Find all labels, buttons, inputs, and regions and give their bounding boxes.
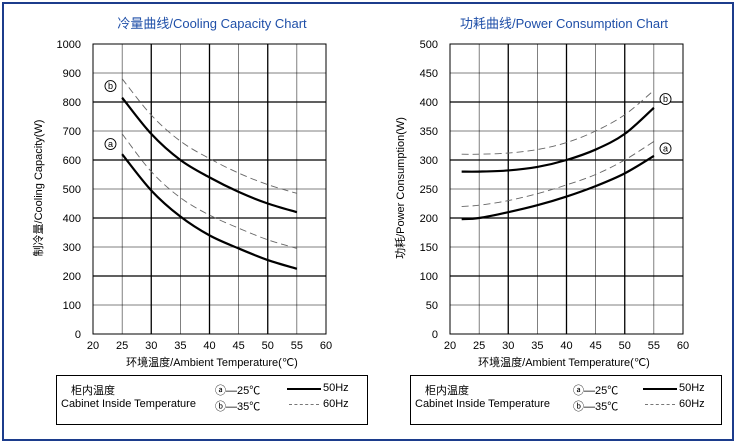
cooling-y-tick-label: 800 — [63, 97, 81, 109]
cooling-legend: 柜内温度 Cabinet Inside Temperature ⓐ—25℃ ⓑ—… — [56, 375, 368, 425]
power-x-tick-label: 35 — [531, 340, 543, 352]
power-y-tick-label: 450 — [420, 68, 438, 80]
legend-dashed-line — [645, 404, 675, 405]
cooling-y-tick-label: 700 — [63, 126, 81, 138]
power-x-tick-label: 60 — [677, 340, 689, 352]
legend-solid-line — [287, 388, 321, 390]
cooling-x-tick-label: 45 — [233, 340, 245, 352]
power-plot-area: 20 25 30 35 40 45 50 55 60 0 50 100 150 200 250 300 350 4… — [420, 39, 689, 352]
legend-solid-line — [643, 388, 677, 390]
legend-title-cn: 柜内温度 — [71, 385, 115, 397]
cooling-plot-area: 20 25 30 35 40 45 50 55 600100200300400500600700… — [57, 39, 333, 352]
cooling-y-tick-label: 400 — [63, 213, 81, 225]
cooling-y-tick-label: 1000 — [57, 39, 81, 51]
power-series-a-dashed-line — [461, 141, 655, 207]
power-y-tick-label: 250 — [420, 184, 438, 196]
cooling-marker-a-circle — [104, 138, 117, 151]
power-y-tick-label: 0 — [432, 329, 438, 341]
cooling-series-b-solid-line — [121, 96, 298, 214]
power-y-tick-label: 350 — [420, 126, 438, 138]
legend-title-cn: 柜内温度 — [425, 385, 469, 397]
cooling-y-tick-label: 300 — [63, 242, 81, 254]
cooling-x-tick-label: 30 — [145, 340, 157, 352]
power-consumption-chart: 功耗曲线/Power Consumption Chart 环境温度/Ambien… — [394, 16, 689, 369]
cooling-x-tick-label: 50 — [262, 340, 274, 352]
legend-50hz: 50Hz — [679, 382, 705, 394]
cooling-capacity-chart: 冷量曲线/Cooling Capacity Chart 环境温度/Ambient… — [32, 16, 332, 369]
power-y-tick-label: 50 — [426, 300, 438, 312]
power-series-b-solid-line — [461, 106, 655, 173]
cooling-chart-title: 冷量曲线/Cooling Capacity Chart — [117, 16, 307, 31]
power-x-tick-label: 25 — [473, 340, 485, 352]
legend-dashed-line — [289, 404, 319, 405]
power-y-tick-label: 500 — [420, 39, 438, 51]
cooling-series-a-dashed-line — [121, 133, 298, 249]
power-x-tick-label: 40 — [560, 340, 572, 352]
cooling-x-axis-label: 环境温度/Ambient Temperature(℃) — [126, 355, 298, 369]
cooling-y-tick-label: 200 — [63, 271, 81, 283]
legend-60hz: 60Hz — [679, 398, 705, 410]
cooling-x-tick-label: 40 — [203, 340, 215, 352]
cooling-y-tick-label: 500 — [63, 184, 81, 196]
cooling-y-tick-label: 0 — [75, 329, 81, 341]
cooling-y-tick-label: 900 — [63, 68, 81, 80]
power-y-tick-label: 150 — [420, 242, 438, 254]
cooling-x-tick-label: 60 — [320, 340, 332, 352]
power-x-tick-label: 55 — [648, 340, 660, 352]
power-x-axis-label: 环境温度/Ambient Temperature(℃) — [478, 355, 650, 369]
power-x-tick-label: 45 — [590, 340, 602, 352]
cooling-series-b-dashed-line — [121, 78, 298, 194]
cooling-x-tick-label: 35 — [174, 340, 186, 352]
power-legend: 柜内温度 Cabinet Inside Temperature ⓐ—25℃ ⓑ—… — [410, 375, 722, 425]
cooling-marker-b-circle — [104, 80, 117, 93]
legend-50hz: 50Hz — [323, 382, 349, 394]
cooling-y-tick-label: 600 — [63, 155, 81, 167]
cooling-x-tick-label: 25 — [116, 340, 128, 352]
power-y-tick-label: 300 — [420, 155, 438, 167]
power-x-tick-label: 50 — [619, 340, 631, 352]
legend-60hz: 60Hz — [323, 398, 349, 410]
power-marker-a-label: a — [663, 143, 668, 153]
power-x-tick-label: 20 — [444, 340, 456, 352]
power-marker-a-circle — [659, 142, 672, 155]
power-y-tick-label: 200 — [420, 213, 438, 225]
legend-item-b: ⓑ—35℃ — [573, 401, 619, 413]
cooling-marker-a-label: a — [108, 139, 113, 149]
power-series-b-dashed-line — [461, 90, 655, 155]
power-x-tick-label: 30 — [502, 340, 514, 352]
power-marker-b-circle — [659, 93, 672, 106]
cooling-marker-b-label: b — [108, 81, 113, 91]
legend-title-en: Cabinet Inside Temperature — [61, 398, 196, 410]
cooling-series-a-solid-line — [121, 153, 298, 270]
cooling-y-axis-label: 制冷量/Cooling Capacity(W) — [32, 120, 45, 257]
power-chart-title: 功耗曲线/Power Consumption Chart — [460, 16, 668, 31]
power-series-a-solid-line — [461, 154, 655, 221]
power-y-axis-label: 功耗/Power Consumption(W) — [394, 117, 407, 259]
cooling-x-tick-label: 55 — [291, 340, 303, 352]
legend-item-b: ⓑ—35℃ — [215, 401, 261, 413]
cooling-x-tick-label: 20 — [87, 340, 99, 352]
power-y-tick-label: 400 — [420, 97, 438, 109]
power-marker-b-label: b — [663, 94, 668, 104]
legend-item-a: ⓐ—25℃ — [573, 385, 619, 397]
power-y-tick-label: 100 — [420, 271, 438, 283]
cooling-y-tick-label: 100 — [63, 300, 81, 312]
legend-title-en: Cabinet Inside Temperature — [415, 398, 550, 410]
legend-item-a: ⓐ—25℃ — [215, 385, 261, 397]
